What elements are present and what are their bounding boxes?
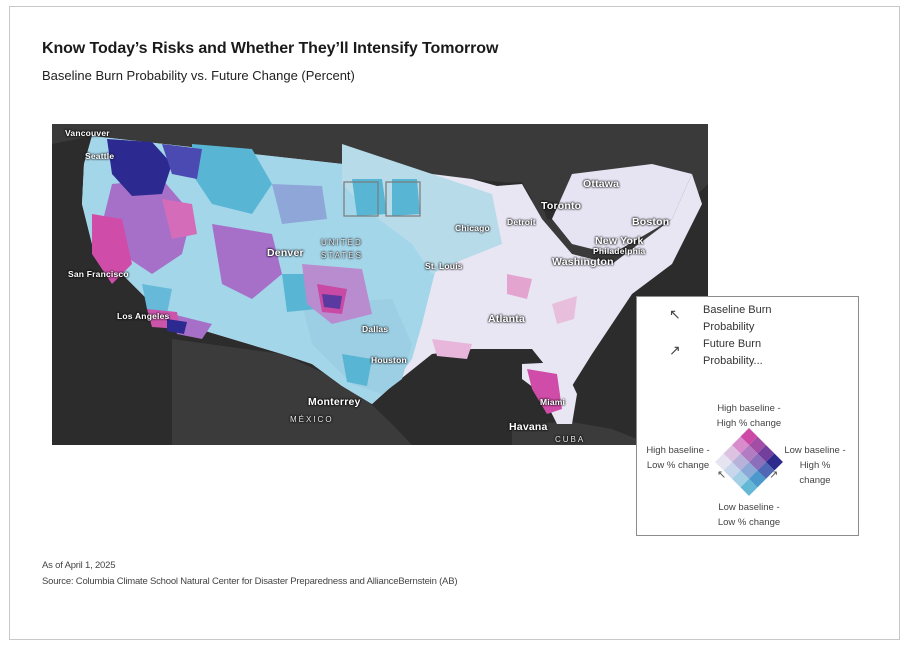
california-magenta: [92, 214, 132, 284]
footnote-source: Source: Columbia Climate School Natural …: [42, 576, 458, 587]
cuba-land: [512, 422, 652, 445]
mexico-land: [172, 339, 412, 445]
la-indigo: [167, 319, 187, 334]
map-label-toronto: Toronto: [541, 200, 582, 212]
chart-frame: [9, 6, 900, 640]
florida-magenta: [527, 369, 562, 414]
legend-left-label: High baseline - Low % change: [646, 445, 710, 471]
map-label-states: STATES: [321, 251, 363, 260]
georgia-pink: [507, 274, 532, 299]
map-canvas: [52, 124, 708, 445]
pnw-indigo-2: [162, 144, 202, 179]
map-label-boston: Boston: [632, 216, 670, 228]
canada-land: [52, 124, 708, 264]
legend-grid-cell: [740, 428, 758, 445]
wyoming-mix: [272, 184, 327, 224]
map-label-cuba: CUBA: [555, 435, 586, 444]
carolina-pink: [552, 296, 577, 324]
highlight-box-1: [343, 181, 379, 217]
bivariate-legend-grid: ↖ ↗: [715, 428, 783, 496]
map-label-miami: Miami: [540, 397, 566, 407]
legend-top-label: High baseline - High % change: [716, 403, 782, 429]
montana-patch: [192, 144, 272, 214]
arrow-up-left-icon: ↖: [669, 306, 681, 322]
plains-region: [342, 144, 502, 274]
highlight-box-2: [385, 181, 421, 217]
footnote-date: As of April 1, 2025: [42, 560, 116, 571]
legend-grid-arrow-right: ↗: [769, 468, 778, 481]
legend-future-row: ↗: [669, 343, 687, 357]
south-tx-patch: [342, 354, 372, 386]
map-label-st-louis: St. Louis: [425, 261, 463, 271]
legend-grid-arrow-left: ↖: [717, 468, 726, 481]
baja-patch: [142, 284, 172, 314]
map-label-dallas: Dallas: [362, 324, 389, 334]
legend-right-label: Low baseline - High % change: [784, 445, 846, 486]
map-label-philadelphia: Philadelphia: [593, 246, 646, 256]
map-label-mexico: MÉXICO: [290, 415, 334, 424]
map-label-detroit: Detroit: [507, 217, 536, 227]
legend-grid-cell: [740, 478, 758, 496]
bivariate-map[interactable]: Vancouver Seattle Ottawa Toronto Detroit…: [52, 124, 708, 445]
chart-subtitle: Baseline Burn Probability vs. Future Cha…: [42, 68, 355, 83]
legend-grid-cell: [740, 461, 758, 479]
map-label-vancouver: Vancouver: [65, 128, 110, 138]
map-label-san-francisco: San Francisco: [68, 269, 129, 279]
legend-baseline-row: ↖: [669, 307, 687, 321]
map-label-seattle: Seattle: [85, 151, 115, 161]
nevada-magenta: [162, 199, 197, 239]
legend-baseline-label: Baseline Burn Probability: [703, 304, 772, 333]
texas-region: [302, 299, 412, 394]
chart-title: Know Today’s Risks and Whether They’ll I…: [42, 40, 499, 57]
dakota-patch-1: [352, 179, 387, 216]
map-label-denver: Denver: [267, 247, 304, 259]
map-legend: ↖ Baseline Burn Probability ↗ Future Bur…: [636, 296, 859, 536]
map-label-washington: Washington: [552, 256, 614, 268]
map-label-ottawa: Ottawa: [583, 178, 620, 190]
map-label-los-angeles: Los Angeles: [117, 311, 170, 321]
map-label-havana: Havana: [509, 421, 548, 433]
legend-bottom-label: Low baseline - Low % change: [717, 502, 781, 528]
map-label-monterrey: Monterrey: [308, 396, 361, 408]
arrow-up-right-icon: ↗: [669, 342, 681, 358]
legend-future-label: Future Burn Probability...: [703, 338, 763, 367]
map-label-chicago: Chicago: [455, 223, 490, 233]
gulf-pink: [432, 339, 472, 359]
ok-indigo: [322, 294, 342, 309]
legend-grid-cell: [740, 444, 758, 462]
map-label-atlanta: Atlanta: [488, 313, 525, 325]
dakota-patch-2: [392, 179, 420, 216]
map-label-united: UNITED: [321, 238, 363, 247]
east-region: [552, 164, 692, 254]
great-basin-purple: [212, 224, 282, 299]
map-label-new-york: New York: [595, 235, 644, 247]
map-label-houston: Houston: [371, 355, 407, 365]
pnw-indigo: [107, 139, 172, 196]
